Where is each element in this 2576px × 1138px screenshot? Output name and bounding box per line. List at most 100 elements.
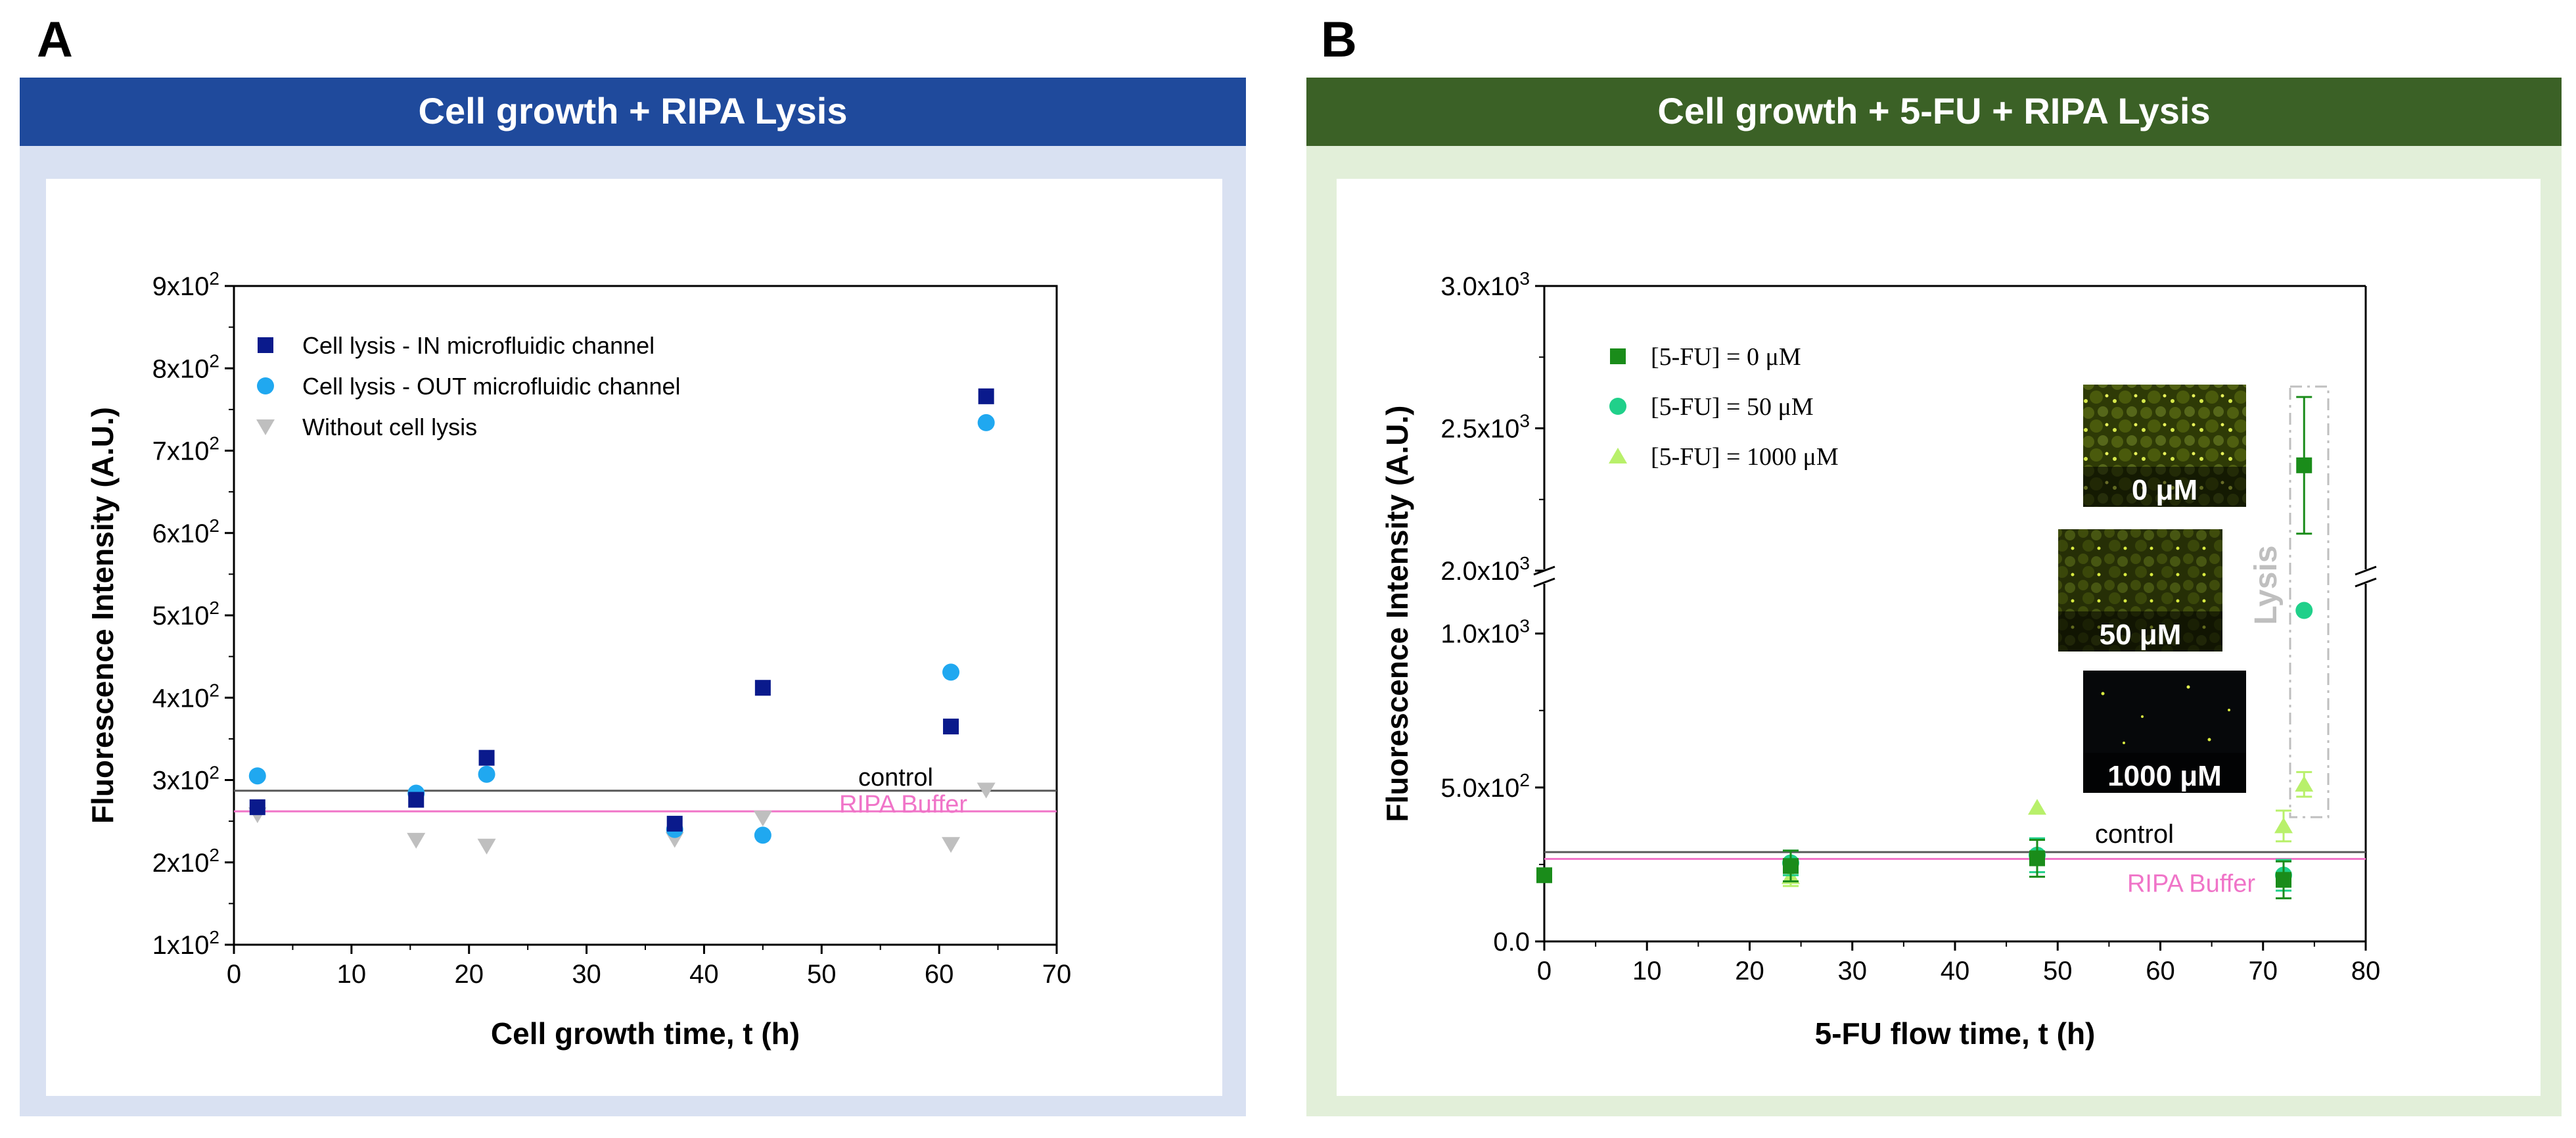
legend-label: Cell lysis - IN microfluidic channel [302,332,655,359]
x-tick-label: 50 [2043,957,2073,985]
lysis-box [2289,385,2330,818]
axis-break-mark [2355,565,2377,576]
chart-b: 0 10 20 30 40 50 60 70 80 0.0 5.0x102 1.0x103 2.0x10… [1380,268,2380,1051]
x-tick-label: 20 [454,960,484,989]
data-point [754,826,771,844]
y-axis-label: Fluorescence Intensity (A.U.) [1380,406,1414,822]
panel-b-letter: B [1321,12,1357,68]
legend-marker [1609,448,1627,463]
data-point [1536,867,1552,884]
y-tick-label: 2x102 [152,845,219,878]
y-tick-label: 1.0x103 [1440,616,1530,649]
panel-a-letter: A [37,12,73,68]
y-tick-label: 1x102 [152,927,219,960]
data-point [943,719,959,735]
y-tick-label: 5x102 [152,598,219,630]
panel-a-plot-card [46,179,1222,1096]
data-point [754,680,771,696]
data-point [249,799,265,815]
x-tick-label: 0 [1537,957,1552,985]
panel-b-header: Cell growth + 5-FU + RIPA Lysis [1657,90,2210,131]
data-point [2295,602,2313,619]
x-axis-label: Cell growth time, t (h) [491,1016,800,1051]
data-point [2296,457,2312,473]
data-point [942,837,961,853]
chart-a: 0 10 20 30 40 50 60 70 1x102 2x102 3x102 4x102 5x102… [85,268,1071,1051]
y-tick-label: 6x102 [152,515,219,548]
panel-a-header: Cell growth + RIPA Lysis [419,90,848,131]
legend-marker [1610,348,1626,364]
x-tick-label: 70 [2249,957,2278,985]
inset-1000um: 1000 μM [2083,671,2246,793]
y-tick-label: 5.0x102 [1440,770,1530,803]
data-point [407,832,426,849]
data-point [753,811,772,827]
x-tick-label: 80 [2351,957,2381,985]
y-tick-label: 7x102 [152,433,219,466]
y-axis-label: Fluorescence Intensity (A.U.) [85,407,120,824]
x-axis-label: 5-FU flow time, t (h) [1815,1016,2096,1051]
data-point [666,815,683,832]
y-tick-label: 3x102 [152,763,219,795]
y-tick-label: 2.0x103 [1440,553,1530,586]
y-tick-label: 3.0x103 [1440,268,1530,301]
inset-50um: 50 μM [2058,529,2222,652]
x-tick-label: 50 [807,960,837,989]
data-point [978,388,994,404]
data-point [248,767,266,785]
data-point [977,782,996,799]
legend-marker [256,419,275,435]
data-point [477,838,496,855]
x-tick-label: 10 [337,960,367,989]
data-point [2274,817,2293,834]
y-tick-label: 9x102 [152,268,219,301]
x-tick-label: 30 [1838,957,1868,985]
x-tick-label: 70 [1042,960,1072,989]
x-tick-label: 20 [1735,957,1764,985]
y-tick-label: 4x102 [152,680,219,713]
ripa-label: RIPA Buffer [839,791,967,818]
legend-marker [1609,398,1626,415]
data-point [977,414,995,431]
data-point [2028,799,2046,815]
data-point [2295,776,2314,792]
x-tick-label: 60 [925,960,954,989]
inset-0um-label: 0 μM [2132,474,2197,506]
data-point [2029,850,2045,866]
legend-marker [258,337,273,353]
ripa-label: RIPA Buffer [2127,870,2255,897]
data-point [942,663,960,681]
x-tick-label: 40 [1941,957,1970,985]
x-tick-label: 60 [2146,957,2175,985]
data-point [478,749,495,766]
inset-1000um-label: 1000 μM [2107,760,2222,792]
y-tick-label: 0.0 [1493,928,1530,957]
x-tick-label: 40 [689,960,719,989]
control-label: control [858,764,933,792]
lysis-label: Lysis [2249,546,2284,625]
panel-a-header-bar [20,78,1246,146]
inset-50um-label: 50 μM [2100,619,2182,651]
x-tick-label: 30 [572,960,601,989]
y-tick-label: 8x102 [152,350,219,383]
control-label: control [2095,820,2174,849]
panel-b-header-bar [1306,78,2562,146]
legend-label: [5-FU] = 1000 μM [1651,443,1839,471]
legend-label: Without cell lysis [302,414,477,440]
axis-break-mark [1533,577,1555,588]
panel-b-plot-card [1337,179,2541,1096]
axis-break-mark [2355,577,2377,588]
legend-marker [257,377,274,394]
data-point [1783,858,1799,874]
x-tick-label: 10 [1632,957,1662,985]
legend-label: [5-FU] = 0 μM [1651,343,1801,371]
x-tick-label: 0 [227,960,241,989]
data-point [478,765,495,783]
y-tick-label: 2.5x103 [1440,411,1530,444]
legend-label: [5-FU] = 50 μM [1651,393,1814,421]
inset-0um: 0 μM [2083,385,2246,507]
data-point [408,792,425,808]
data-point [2276,872,2291,888]
legend-label: Cell lysis - OUT microfluidic channel [302,373,681,400]
